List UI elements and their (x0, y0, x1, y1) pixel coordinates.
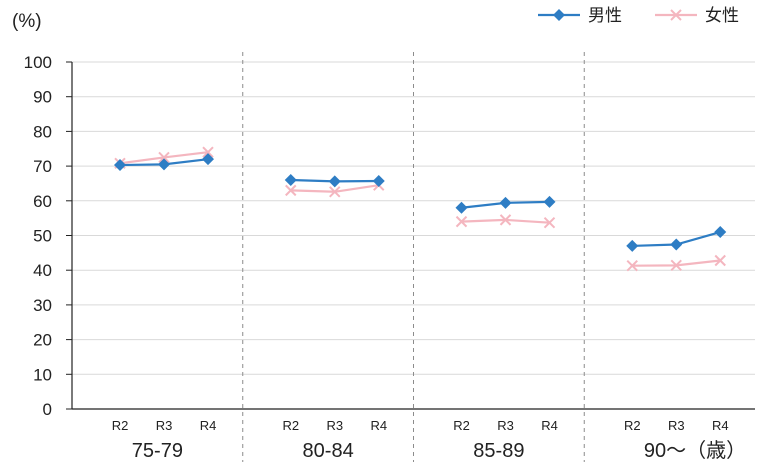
y-tick-label: 50 (33, 227, 52, 246)
period-tick-label: R2 (453, 418, 470, 433)
period-tick-label: R3 (668, 418, 685, 433)
y-tick-label: 80 (33, 122, 52, 141)
gridlines (66, 62, 755, 409)
period-tick-label: R4 (712, 418, 729, 433)
legend-label: 男性 (588, 6, 622, 25)
period-tick-label: R3 (156, 418, 173, 433)
data-point (714, 226, 726, 238)
period-tick-label: R4 (541, 418, 558, 433)
y-tick-labels: 0 10 20 30 40 50 60 70 80 90 100 (24, 53, 52, 419)
period-tick-label: R2 (624, 418, 641, 433)
y-tick-label: 20 (33, 331, 52, 350)
age-group-label: 85-89 (473, 440, 524, 462)
age-group-label: 90〜（歳） (644, 439, 746, 462)
period-tick-label: R2 (282, 418, 299, 433)
y-tick-label: 10 (33, 365, 52, 384)
period-tick-label: R4 (200, 418, 217, 433)
legend-label: 女性 (705, 6, 739, 25)
y-tick-label: 100 (24, 53, 52, 72)
age-group-label: 80-84 (303, 440, 354, 462)
data-point (670, 239, 682, 251)
y-tick-label: 40 (33, 261, 52, 280)
period-tick-label: R3 (497, 418, 514, 433)
period-tick-label: R3 (326, 418, 343, 433)
legend: 男性 女性 (538, 6, 739, 25)
period-tick-label: R4 (370, 418, 387, 433)
period-tick-label: R2 (112, 418, 129, 433)
data-point (329, 175, 341, 187)
age-group-label: 75-79 (132, 440, 183, 462)
data-point (202, 153, 214, 165)
y-tick-label: 70 (33, 157, 52, 176)
group-separators (243, 52, 585, 462)
data-point (544, 196, 556, 208)
data-point (626, 240, 638, 252)
y-tick-label: 30 (33, 296, 52, 315)
y-tick-label: 0 (43, 400, 52, 419)
data-point (158, 158, 170, 170)
y-tick-label: 90 (33, 88, 52, 107)
data-point (114, 159, 126, 171)
data-point (456, 202, 468, 214)
data-point (553, 9, 565, 21)
data-point (500, 197, 512, 209)
y-tick-label: 60 (33, 192, 52, 211)
data-point (285, 174, 297, 186)
y-unit-label: (%) (12, 11, 42, 32)
